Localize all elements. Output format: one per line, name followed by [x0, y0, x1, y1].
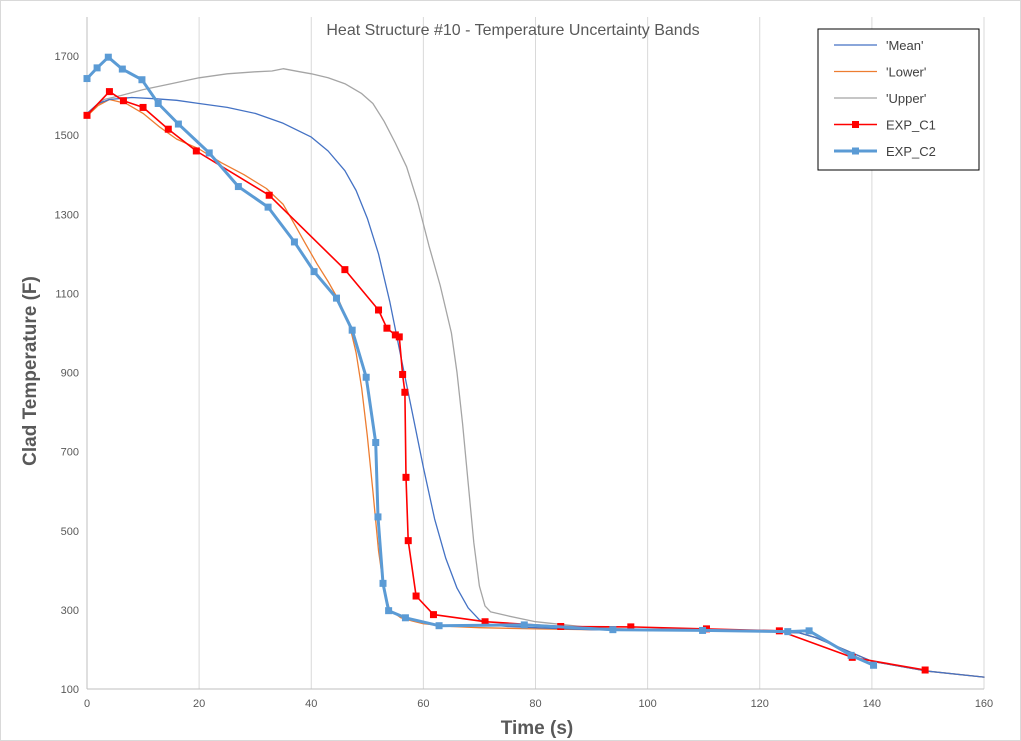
data-point-exp-c1: [395, 333, 403, 341]
legend-label-lower: 'Lower': [886, 65, 926, 80]
data-point-exp-c1: [429, 611, 437, 619]
data-point-exp-c1: [391, 331, 399, 339]
data-point-exp-c2: [870, 661, 878, 669]
data-point-exp-c1: [139, 103, 147, 111]
y-tick-label: 1100: [55, 288, 79, 300]
y-tick-label: 500: [61, 526, 79, 538]
x-tick-label: 80: [529, 698, 541, 710]
data-point-exp-c1: [105, 88, 113, 96]
data-point-exp-c1: [383, 324, 391, 332]
data-point-exp-c2: [174, 120, 182, 128]
data-point-exp-c2: [401, 614, 409, 622]
data-point-exp-c1: [404, 537, 412, 545]
data-point-exp-c2: [310, 268, 318, 276]
y-axis-title: Clad Temperature (F): [20, 276, 41, 466]
x-tick-label: 60: [417, 698, 429, 710]
chart-title: Heat Structure #10 - Temperature Uncerta…: [326, 22, 699, 39]
data-point-exp-c2: [93, 64, 101, 72]
data-point-exp-c2: [138, 76, 146, 84]
data-point-exp-c1: [402, 473, 410, 481]
data-point-exp-c2: [847, 651, 855, 659]
data-point-exp-c2: [435, 622, 443, 630]
data-point-exp-c2: [332, 294, 340, 302]
data-point-exp-c1: [341, 266, 349, 274]
data-point-exp-c2: [234, 183, 242, 191]
x-tick-label: 140: [863, 698, 881, 710]
legend-label-mean: 'Mean': [886, 38, 923, 53]
data-point-exp-c2: [699, 626, 707, 634]
data-point-exp-c1: [627, 623, 635, 631]
data-point-exp-c2: [154, 99, 162, 107]
series-line-exp-c2: [85, 55, 876, 667]
data-point-exp-c1: [399, 370, 407, 378]
x-tick-label: 20: [193, 698, 205, 710]
data-point-exp-c1: [412, 592, 420, 600]
legend: 'Mean' 'Lower' 'Upper' EXP_C1 EXP_C2: [817, 28, 980, 171]
y-tick-label: 1500: [55, 130, 79, 142]
legend-label-exp-c2: EXP_C2: [886, 144, 936, 159]
series-line-exp-c1: [86, 90, 926, 671]
data-point-exp-c1: [83, 111, 91, 119]
data-point-exp-c1: [401, 388, 409, 396]
data-point-exp-c2: [609, 626, 617, 634]
y-tick-label: 300: [61, 605, 79, 617]
x-tick-label: 0: [84, 698, 90, 710]
tick-layer: 0 20 40 60 80 100 120 140 160 100 300 500 700 900 1100…: [55, 51, 994, 710]
legend-label-upper: 'Upper': [886, 91, 926, 106]
data-point-exp-c2: [385, 607, 393, 615]
y-tick-label: 700: [61, 447, 79, 459]
y-tick-label: 900: [61, 368, 79, 380]
data-point-exp-c1: [481, 618, 489, 626]
x-tick-label: 160: [975, 698, 993, 710]
data-point-exp-c1: [921, 666, 929, 674]
legend-label-exp-c1: EXP_C1: [886, 118, 936, 133]
data-point-exp-c1: [119, 97, 127, 105]
data-point-exp-c2: [290, 238, 298, 246]
data-point-exp-c2: [520, 621, 528, 629]
series-layer: [83, 53, 985, 678]
data-point-exp-c1: [702, 625, 710, 633]
y-tick-label: 1300: [55, 209, 79, 221]
data-point-exp-c2: [805, 627, 813, 635]
x-tick-label: 120: [751, 698, 769, 710]
data-point-exp-c1: [192, 147, 200, 155]
x-axis-title: Time (s): [501, 718, 574, 739]
data-point-exp-c2: [205, 149, 213, 157]
data-point-exp-c2: [374, 513, 382, 521]
legend-marker-exp-c2: [852, 147, 859, 155]
data-point-exp-c1: [164, 125, 172, 133]
x-tick-label: 40: [305, 698, 317, 710]
legend-box: [817, 28, 980, 171]
y-tick-label: 100: [61, 684, 79, 696]
data-point-exp-c2: [379, 579, 387, 587]
x-tick-label: 100: [638, 698, 656, 710]
data-point-exp-c2: [372, 439, 380, 447]
y-tick-label: 1700: [55, 51, 79, 63]
data-point-exp-c2: [83, 75, 91, 83]
data-point-exp-c2: [118, 65, 126, 73]
data-point-exp-c2: [104, 53, 112, 61]
data-point-exp-c2: [784, 628, 792, 636]
legend-marker-exp-c1: [852, 121, 859, 128]
data-point-exp-c2: [362, 373, 370, 381]
data-point-exp-c2: [348, 326, 356, 334]
legend-entries: 'Mean' 'Lower' 'Upper' EXP_C1 EXP_C2: [834, 38, 936, 159]
data-point-exp-c1: [265, 191, 273, 199]
data-point-exp-c1: [375, 306, 383, 314]
data-point-exp-c2: [264, 203, 272, 211]
